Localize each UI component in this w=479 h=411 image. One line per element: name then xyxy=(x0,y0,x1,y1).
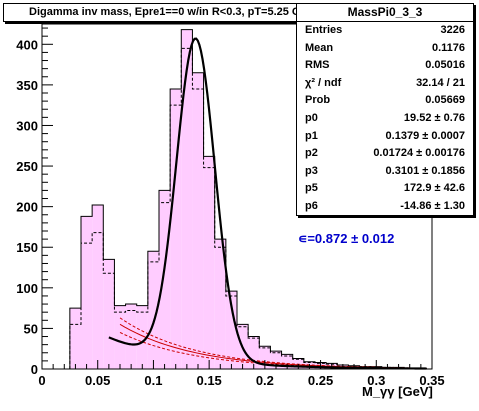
histogram-bar xyxy=(270,351,282,369)
background-curve xyxy=(119,332,427,369)
histogram-bar xyxy=(259,346,271,369)
stats-row: p5 172.9 ± 42.6 xyxy=(297,180,473,198)
stats-row: p3 0.3101 ± 0.1856 xyxy=(297,163,473,181)
stats-row: RMS 0.05016 xyxy=(297,57,473,75)
histogram-bar xyxy=(103,259,115,369)
stats-row: p6 -14.86 ± 1.30 xyxy=(297,198,473,216)
x-tick-label: 0.05 xyxy=(85,373,110,388)
x-tick-label: 0.2 xyxy=(256,373,274,388)
stats-row-label: p0 xyxy=(305,111,318,124)
x-tick-label: 0 xyxy=(38,373,45,388)
x-tick-label: 0.15 xyxy=(196,373,221,388)
stats-row-label: χ² / ndf xyxy=(305,76,342,89)
gaussian-fit-curve xyxy=(108,37,427,370)
y-tick-label: 0 xyxy=(31,362,38,377)
y-tick-label: 350 xyxy=(16,78,38,93)
histogram-bar xyxy=(114,305,126,369)
histogram-bar xyxy=(248,336,260,369)
stats-row-label: Entries xyxy=(305,24,343,36)
stats-row-label: p6 xyxy=(305,199,318,212)
stats-row: Prob 0.05669 xyxy=(297,92,473,110)
stats-row-value: 0.05016 xyxy=(425,59,465,72)
stats-row-label: Prob xyxy=(305,94,331,107)
histogram-bar xyxy=(192,72,204,370)
histogram-bar xyxy=(125,304,137,369)
stats-row-value: 0.3101 ± 0.1856 xyxy=(385,164,465,177)
stats-box: MassPi0_3_3 Entries 3226 Mean 0.1176 RMS 0.05… xyxy=(296,3,474,216)
y-tick-label: 250 xyxy=(16,159,38,174)
stats-row: Entries 3226 xyxy=(297,22,473,40)
histogram-title: Digamma inv mass, Epre1==0 w/in R<0.3, p… xyxy=(3,3,340,22)
y-tick-label: 100 xyxy=(16,281,38,296)
y-tick-label: 300 xyxy=(16,118,38,133)
x-tick-label: 0.25 xyxy=(308,373,333,388)
background-curve xyxy=(119,317,427,369)
stats-row-value: 3226 xyxy=(440,24,465,36)
stats-row: Mean 0.1176 xyxy=(297,40,473,58)
stats-title: MassPi0_3_3 xyxy=(297,4,473,22)
stats-row-value: 0.1379 ± 0.0007 xyxy=(385,129,465,142)
stats-row: χ² / ndf 32.14 / 21 xyxy=(297,75,473,93)
histogram-bar xyxy=(69,308,81,369)
histogram-bar xyxy=(281,354,293,369)
histogram-bar xyxy=(181,29,193,370)
stats-row-value: 0.05669 xyxy=(425,94,465,107)
stats-row: p1 0.1379 ± 0.0007 xyxy=(297,128,473,146)
histogram-bar xyxy=(170,88,182,370)
histogram-bar xyxy=(214,239,226,369)
stats-row-label: p1 xyxy=(305,129,318,142)
x-tick-label: 0.35 xyxy=(419,373,444,388)
histogram-bar xyxy=(225,291,237,369)
y-tick-label: 200 xyxy=(16,200,38,215)
axes: 0 0.05 0.1 0.15 0.2 0.25 0.3 0.35 0 50 100 150 200 25… xyxy=(16,27,445,388)
stats-row-label: Mean xyxy=(305,41,334,54)
x-tick-label: 0.3 xyxy=(367,373,385,388)
stats-row: p0 19.52 ± 0.76 xyxy=(297,110,473,128)
stats-row-value: 19.52 ± 0.76 xyxy=(403,111,465,124)
stats-row-value: 0.01724 ± 0.00176 xyxy=(373,147,465,160)
x-tick-label: 0.1 xyxy=(144,373,162,388)
histogram-bar xyxy=(147,251,159,369)
fit-line xyxy=(108,37,427,370)
x-axis-title: M_γγ [GeV] xyxy=(362,384,433,399)
y-tick-label: 150 xyxy=(16,240,38,255)
stats-row-value: 0.1176 xyxy=(431,41,465,54)
stats-row-value: -14.86 ± 1.30 xyxy=(400,199,465,212)
stats-row-label: RMS xyxy=(305,59,330,72)
histogram-bar xyxy=(136,305,148,369)
y-tick-label: 400 xyxy=(16,37,38,52)
histogram-bar xyxy=(81,216,93,369)
histogram-dashed-step xyxy=(69,47,427,369)
stats-row-label: p2 xyxy=(305,147,318,160)
histogram-bar xyxy=(159,190,171,369)
stats-row-label: p3 xyxy=(305,164,318,177)
stats-row-value: 32.14 / 21 xyxy=(416,76,465,89)
stats-row-label: p5 xyxy=(305,182,318,195)
y-tick-label: 50 xyxy=(24,321,38,336)
stats-row-value: 172.9 ± 42.6 xyxy=(403,182,465,195)
histogram-bar xyxy=(292,358,304,369)
efficiency-label: ∊=0.872 ± 0.012 xyxy=(298,231,395,246)
stats-row: p2 0.01724 ± 0.00176 xyxy=(297,145,473,163)
histogram-bar xyxy=(203,156,215,369)
histogram-bar xyxy=(92,205,104,369)
histogram-dashed-outline xyxy=(69,47,427,369)
